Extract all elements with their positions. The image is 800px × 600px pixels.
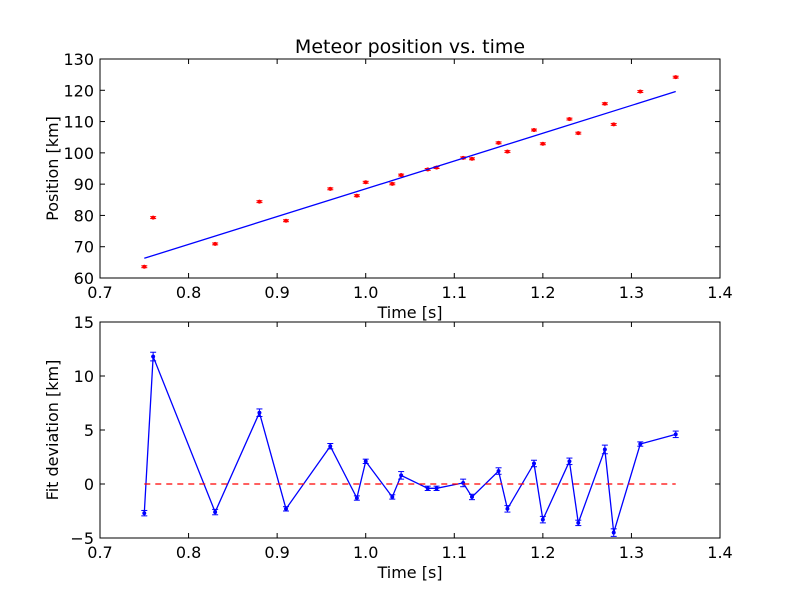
deviation-data-point xyxy=(213,510,218,515)
position-x-tick-label: 1.3 xyxy=(619,283,644,302)
position-data-point xyxy=(354,193,359,198)
position-data-point xyxy=(531,127,537,133)
deviation-data-point xyxy=(602,447,607,452)
position-data-point xyxy=(142,264,147,269)
position-x-tick-label: 1.2 xyxy=(530,283,555,302)
deviation-x-tick-label: 1.2 xyxy=(530,543,555,562)
position-y-tick-label: 100 xyxy=(63,144,94,163)
deviation-data-point xyxy=(505,506,510,511)
position-data-point xyxy=(611,122,616,127)
position-data-point xyxy=(496,140,501,145)
position-x-axis-label: Time [s] xyxy=(376,303,442,322)
position-data-point xyxy=(283,218,289,223)
position-y-tick-label: 110 xyxy=(63,113,94,132)
deviation-data-point xyxy=(363,459,368,464)
deviation-data-point xyxy=(328,444,333,449)
deviation-x-tick-label: 1.1 xyxy=(442,543,467,562)
position-plot-frame xyxy=(99,58,721,279)
deviation-plot: 0.7 0.8 0.9 1.0 1.1 1.2 1.3 1.4 −5 0 5 10 15 Time [s]… xyxy=(43,313,733,582)
deviation-y-axis-label: Fit deviation [km] xyxy=(43,360,62,501)
position-y-axis-label: Position [km] xyxy=(43,116,62,221)
deviation-data-point xyxy=(531,461,537,466)
position-x-tick-label: 0.7 xyxy=(87,283,112,302)
position-x-tick-label: 0.9 xyxy=(264,283,289,302)
position-y-tick-label: 120 xyxy=(63,81,94,100)
deviation-data-point xyxy=(576,520,581,525)
position-data-point xyxy=(151,215,156,220)
deviation-data-point xyxy=(425,486,430,491)
deviation-series-line xyxy=(143,356,676,533)
position-plot: 0.7 0.8 0.9 1.0 1.1 1.2 1.3 1.4 60 70 80 90 100 110 12… xyxy=(43,36,733,322)
position-y-tick-label: 80 xyxy=(74,206,94,225)
deviation-data-point xyxy=(469,494,475,500)
deviation-data-point xyxy=(354,495,359,501)
position-y-tick-label: 60 xyxy=(74,269,94,288)
deviation-x-tick-label: 0.8 xyxy=(176,543,201,562)
position-data-point xyxy=(213,241,218,246)
deviation-data-point xyxy=(611,530,616,535)
position-data-point xyxy=(390,181,395,186)
position-chart-title: Meteor position vs. time xyxy=(295,36,525,58)
deviation-y-tick-label: 10 xyxy=(74,367,94,386)
deviation-data-point xyxy=(567,459,572,464)
deviation-x-tick-label: 1.4 xyxy=(707,543,732,562)
position-data-point xyxy=(257,199,262,204)
position-data-point xyxy=(469,156,475,161)
position-data-point xyxy=(328,186,333,191)
position-data-point xyxy=(602,101,607,106)
position-data-point xyxy=(505,149,510,154)
position-data-point xyxy=(673,75,678,80)
position-data-point xyxy=(399,173,404,178)
deviation-data-point xyxy=(142,511,147,516)
deviation-y-tick-label: 5 xyxy=(84,421,94,440)
deviation-data-point xyxy=(283,506,289,511)
position-data-point xyxy=(576,131,581,136)
deviation-data-point xyxy=(638,441,643,447)
deviation-data-point xyxy=(434,486,439,491)
deviation-data-point xyxy=(673,432,678,437)
deviation-data-point xyxy=(257,410,262,415)
deviation-y-tick-label: 15 xyxy=(74,313,94,332)
deviation-data-point xyxy=(390,494,395,500)
position-fit-line xyxy=(144,90,676,259)
deviation-y-tick-label: −5 xyxy=(70,529,94,548)
deviation-data-point xyxy=(496,468,501,474)
deviation-y-tick-label: 0 xyxy=(84,475,94,494)
position-x-tick-label: 0.8 xyxy=(176,283,201,302)
deviation-x-axis-label: Time [s] xyxy=(376,563,442,582)
deviation-data-point xyxy=(540,517,545,522)
position-data-point xyxy=(363,180,368,185)
position-y-tick-label: 130 xyxy=(63,50,94,69)
position-data-point xyxy=(567,117,572,122)
position-y-tick-label: 70 xyxy=(74,238,94,257)
position-data-point xyxy=(540,141,545,146)
position-x-tick-label: 1.1 xyxy=(442,283,467,302)
position-x-tick-label: 1.4 xyxy=(707,283,732,302)
deviation-data-point xyxy=(399,473,404,478)
position-data-point xyxy=(638,89,643,94)
deviation-data-point xyxy=(151,354,156,359)
position-x-tick-label: 1.0 xyxy=(353,283,378,302)
position-y-tick-label: 90 xyxy=(74,175,94,194)
deviation-x-tick-label: 0.7 xyxy=(87,543,112,562)
deviation-x-tick-label: 1.3 xyxy=(619,543,644,562)
deviation-x-tick-label: 0.9 xyxy=(264,543,289,562)
deviation-x-tick-label: 1.0 xyxy=(353,543,378,562)
